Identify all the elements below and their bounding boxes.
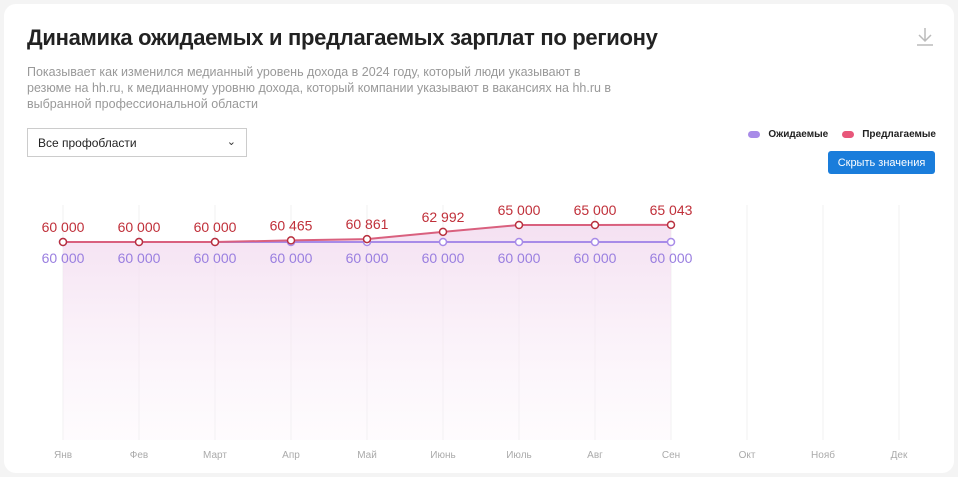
x-tick-label: Апр: [282, 450, 300, 461]
data-point[interactable]: [666, 220, 676, 230]
legend-item-offered[interactable]: Предлагаемые: [842, 129, 936, 140]
x-tick-label: Янв: [54, 450, 72, 461]
profarea-select[interactable]: Все профобласти ⌄: [27, 128, 247, 157]
data-label: 60 000: [42, 250, 85, 266]
x-tick-label: Март: [203, 450, 227, 461]
area-fill: [63, 224, 671, 440]
x-tick-label: Июль: [506, 450, 532, 461]
data-label: 62 992: [422, 209, 465, 225]
data-point[interactable]: [362, 234, 372, 244]
data-label: 60 000: [118, 250, 161, 266]
data-label: 65 043: [650, 202, 693, 218]
legend-swatch: [842, 131, 855, 138]
x-tick-label: Окт: [739, 450, 756, 461]
chevron-down-icon: ⌄: [226, 136, 236, 148]
data-point[interactable]: [58, 237, 68, 247]
page-title: Динамика ожидаемых и предлагаемых зарпла…: [27, 25, 658, 50]
data-label: 60 861: [346, 216, 389, 232]
data-point[interactable]: [438, 237, 448, 247]
data-label: 60 000: [422, 250, 465, 266]
data-point[interactable]: [666, 237, 676, 247]
download-icon[interactable]: [914, 26, 936, 48]
data-point[interactable]: [514, 237, 524, 247]
data-label: 60 000: [42, 219, 85, 235]
legend-label: Ожидаемые: [768, 129, 829, 140]
x-tick-label: Нояб: [811, 449, 835, 461]
data-label: 60 000: [650, 250, 693, 266]
hide-values-button[interactable]: Скрыть значения: [828, 151, 935, 174]
legend-label: Предлагаемые: [862, 129, 936, 140]
data-label: 60 000: [346, 250, 389, 266]
data-label: 65 000: [498, 202, 541, 218]
data-point[interactable]: [210, 237, 220, 247]
description: Показывает как изменился медианный урове…: [27, 65, 612, 111]
legend-item-expected[interactable]: Ожидаемые: [748, 129, 828, 140]
data-label: 60 000: [118, 219, 161, 235]
legend-swatch: [748, 131, 761, 138]
data-point[interactable]: [590, 220, 600, 230]
data-label: 60 000: [194, 250, 237, 266]
x-tick-label: Дек: [891, 450, 908, 461]
data-label: 60 000: [270, 250, 313, 266]
x-tick-label: Фев: [130, 450, 148, 461]
profarea-select-value: Все профобласти: [38, 135, 137, 150]
x-tick-label: Май: [357, 450, 377, 461]
data-label: 60 000: [574, 250, 617, 266]
data-label: 65 000: [574, 202, 617, 218]
data-point[interactable]: [590, 237, 600, 247]
data-label: 60 000: [194, 219, 237, 235]
x-tick-label: Сен: [662, 450, 680, 461]
data-point[interactable]: [438, 227, 448, 237]
x-tick-label: Июнь: [430, 450, 455, 461]
data-label: 60 000: [498, 250, 541, 266]
data-point[interactable]: [286, 236, 296, 245]
data-point[interactable]: [514, 220, 524, 230]
data-label: 60 465: [270, 217, 313, 233]
x-tick-label: Авг: [587, 450, 603, 461]
legend: Ожидаемые Предлагаемые: [748, 129, 936, 140]
data-point[interactable]: [134, 237, 144, 247]
